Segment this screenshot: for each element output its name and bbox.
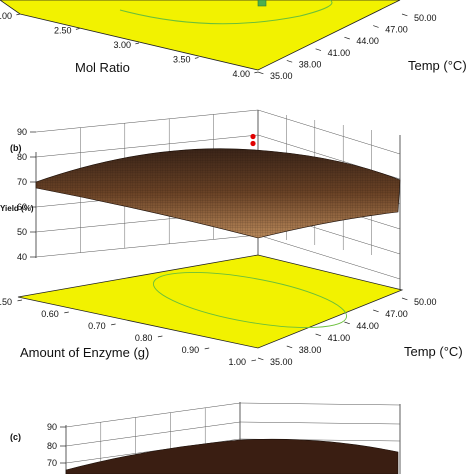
panel-b-x-axis-tick-mark <box>401 297 408 301</box>
panel-b-x-axis-tick-label: 35.00 <box>270 357 293 367</box>
panel-b-y-axis-tick-mark <box>64 311 69 314</box>
panel-b-y-axis-tick-mark <box>17 299 23 302</box>
panel-a-x-axis-tick-label: 41.00 <box>328 48 351 58</box>
panel-b-y-axis-tick-label: 0.50 <box>0 297 12 307</box>
panel-b-gridline <box>35 109 401 155</box>
panel-a-x-axis-tick-mark <box>344 36 350 40</box>
panel-a: 4.00 3.50 3.00 2.50 2.00 35.00 38.00 41.00 44.0… <box>0 0 467 81</box>
panel-a-x-axis-tick-mark <box>257 71 264 75</box>
panel-a-x-axis-tick-mark <box>373 25 379 28</box>
panel-b-z-axis-title: Yield (%) <box>0 204 34 213</box>
panel-a-y-ticks: 4.00 3.50 3.00 2.50 2.00 <box>0 11 259 79</box>
panel-a-contour <box>119 0 333 25</box>
panel-b-y-axis-tick-label: 0.70 <box>88 321 106 331</box>
panel-a-y-axis-tick-label: 2.50 <box>54 26 72 36</box>
panel-b-y-axis-tick-label: 0.60 <box>41 309 59 319</box>
panel-b-x-axis-tick-mark <box>373 309 379 313</box>
panel-b-y-axis-tick-label: 1.00 <box>228 357 246 367</box>
panel-b-floor <box>17 254 404 349</box>
panel-a-x-axis-tick-label: 50.00 <box>414 13 437 23</box>
panel-b-contour <box>152 272 348 328</box>
panel-c-gridline <box>65 421 401 447</box>
panel-b-surface-mesh <box>36 148 400 238</box>
panel-a-x-axis-tick-mark <box>315 48 322 51</box>
design-point <box>250 133 256 140</box>
panel-c-gridline <box>65 438 401 464</box>
panel-b-x-axis-tick-mark <box>344 321 350 325</box>
panel-a-x-axis-title: Temp (°C) <box>408 58 467 73</box>
panel-b-y-axis-tick-label: 0.90 <box>182 345 200 355</box>
panel-a-x-axis-tick-label: 47.00 <box>385 25 408 35</box>
panel-b-z-ticks: 40 50 60 70 80 90 <box>17 127 36 262</box>
panel-c-z-tick-label: 90 <box>47 422 57 432</box>
panel-b-y-axis-tick-label: 0.80 <box>135 333 153 343</box>
panel-b-y-ticks: 1.00 0.90 0.80 0.70 0.60 0.50 <box>0 297 257 367</box>
panel-a-x-axis-tick-mark <box>286 60 293 63</box>
panel-b-gridline <box>35 134 401 180</box>
panel-a-x-axis-tick-mark <box>401 13 408 17</box>
panel-a-y-axis-tick-label: 2.00 <box>0 11 12 21</box>
panel-c: (c) 70 80 90 <box>10 402 401 474</box>
panel-b: (b) 40 50 60 70 80 90 Yield (%) 1.00 0.90 0.80 0… <box>0 109 463 367</box>
panel-b-z-tick-label: 90 <box>17 127 27 137</box>
panel-a-y-axis-tick-mark <box>135 42 140 45</box>
panel-b-z-tick-label: 50 <box>17 227 27 237</box>
panel-a-y-axis-tick-label: 3.50 <box>173 55 191 65</box>
panel-a-y-axis-tick-mark <box>75 28 80 30</box>
panel-a-y-axis-tick-mark <box>16 13 21 16</box>
panel-a-x-axis-tick-label: 38.00 <box>299 59 322 69</box>
panel-b-y-axis-tick-mark <box>251 359 257 362</box>
panel-b-x-axis-tick-label: 47.00 <box>385 309 408 319</box>
panel-b-x-axis-tick-mark <box>286 345 293 349</box>
panel-b-z-tick-label: 40 <box>17 252 27 262</box>
panel-a-y-axis-tick-mark <box>194 57 199 59</box>
panel-a-y-axis-tick-label: 3.00 <box>113 40 131 50</box>
panel-b-x-axis-tick-mark <box>257 357 264 361</box>
panel-a-x-ticks: 35.00 38.00 41.00 44.00 47.00 50.00 <box>257 13 437 81</box>
panel-b-z-tick-label: 60 <box>17 202 27 212</box>
panel-b-x-axis-title: Temp (°C) <box>404 344 463 359</box>
panel-a-x-axis-tick-label: 35.00 <box>270 71 293 81</box>
panel-b-z-tick-label: 70 <box>17 177 27 187</box>
panel-b-y-axis-tick-mark <box>204 347 210 350</box>
panel-b-y-axis-tick-mark <box>111 323 116 326</box>
panel-c-z-tick-label: 70 <box>47 458 57 468</box>
panel-a-y-axis-title: Mol Ratio <box>75 60 130 75</box>
panel-b-x-axis-tick-label: 41.00 <box>328 333 351 343</box>
panel-b-x-axis-tick-label: 50.00 <box>414 297 437 307</box>
panel-a-x-axis-tick-label: 44.00 <box>356 36 379 46</box>
panel-b-x-axis-tick-label: 38.00 <box>299 345 322 355</box>
panel-c-gridline <box>65 402 401 428</box>
panel-a-y-axis-tick-label: 4.00 <box>232 69 250 79</box>
panel-b-y-axis-title: Amount of Enzyme (g) <box>20 345 149 360</box>
panel-b-y-axis-tick-mark <box>157 335 163 338</box>
panel-c-z-ticks: 70 80 90 <box>47 422 66 468</box>
panel-b-x-ticks: 35.00 38.00 41.00 44.00 47.00 50.00 <box>257 297 437 367</box>
panel-b-x-axis-tick-mark <box>315 333 322 337</box>
panel-b-label: (b) <box>10 143 22 153</box>
design-point <box>250 140 256 147</box>
panel-b-z-tick-label: 80 <box>17 152 27 162</box>
panel-c-surface <box>65 438 399 474</box>
panel-a-y-axis-tick-mark <box>254 71 259 74</box>
panel-a-floor <box>0 0 401 71</box>
panel-a-design-marker <box>257 0 267 7</box>
panel-b-x-axis-tick-label: 44.00 <box>356 321 379 331</box>
panel-c-label: (c) <box>10 432 21 442</box>
panel-c-z-tick-label: 80 <box>47 441 57 451</box>
